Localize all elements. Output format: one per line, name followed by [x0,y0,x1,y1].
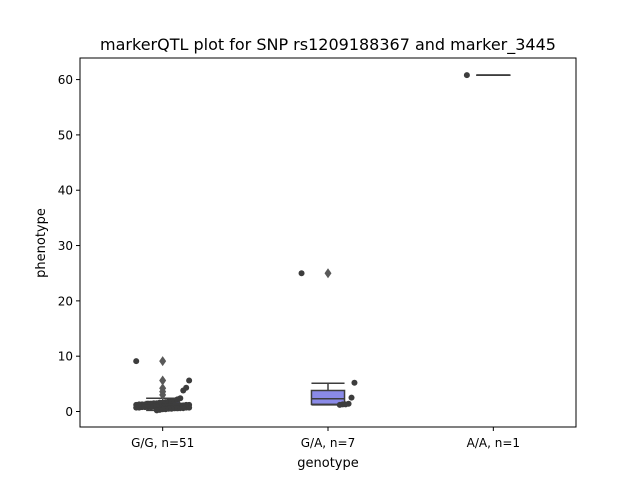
x-tick-label: G/G, n=51 [131,436,194,450]
outlier-marker [324,268,332,279]
x-axis-label: genotype [297,456,358,471]
x-tick-label: A/A, n=1 [467,436,520,450]
data-point [348,394,355,401]
data-point [351,379,358,386]
x-tick-label: G/A, n=7 [301,436,355,450]
y-tick-label: 50 [58,128,73,142]
plot-area: 0 10 20 30 40 50 60 G/G, n=51 G/A, n=7 A/A, n=1 [58,72,520,450]
outlier-marker [159,375,167,386]
data-point [133,358,140,365]
y-tick-label: 60 [58,73,73,87]
data-point [463,72,470,79]
plot-frame [79,57,577,428]
y-tick-label: 0 [65,405,73,419]
data-point [180,387,187,394]
chart-title: markerQTL plot for SNP rs1209188367 and … [100,35,556,55]
data-point [298,270,305,277]
data-point [133,404,140,411]
y-tick-label: 30 [58,239,73,253]
y-tick-label: 20 [58,294,73,308]
data-point [153,407,160,414]
y-tick-label: 40 [58,184,73,198]
outlier-marker [159,356,167,367]
data-point [186,377,193,384]
y-tick-label: 10 [58,350,73,364]
y-axis-label: phenotype [34,208,49,278]
outlier-marker [159,383,167,394]
data-point [336,401,343,408]
box [310,389,346,406]
